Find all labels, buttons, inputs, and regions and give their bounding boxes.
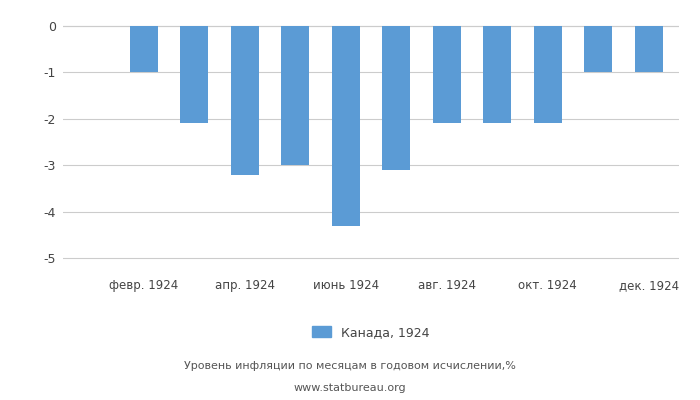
Bar	[635, 26, 663, 72]
Bar	[231, 26, 259, 174]
Bar	[433, 26, 461, 124]
Text: Уровень инфляции по месяцам в годовом исчислении,%: Уровень инфляции по месяцам в годовом ис…	[184, 361, 516, 371]
Bar	[382, 26, 410, 170]
Bar	[584, 26, 612, 72]
Bar	[332, 26, 360, 226]
Bar	[483, 26, 511, 124]
Legend: Канада, 1924: Канада, 1924	[307, 321, 435, 344]
Bar	[181, 26, 208, 124]
Bar	[534, 26, 561, 124]
Text: www.statbureau.org: www.statbureau.org	[294, 383, 406, 393]
Bar	[281, 26, 309, 165]
Bar	[130, 26, 158, 72]
